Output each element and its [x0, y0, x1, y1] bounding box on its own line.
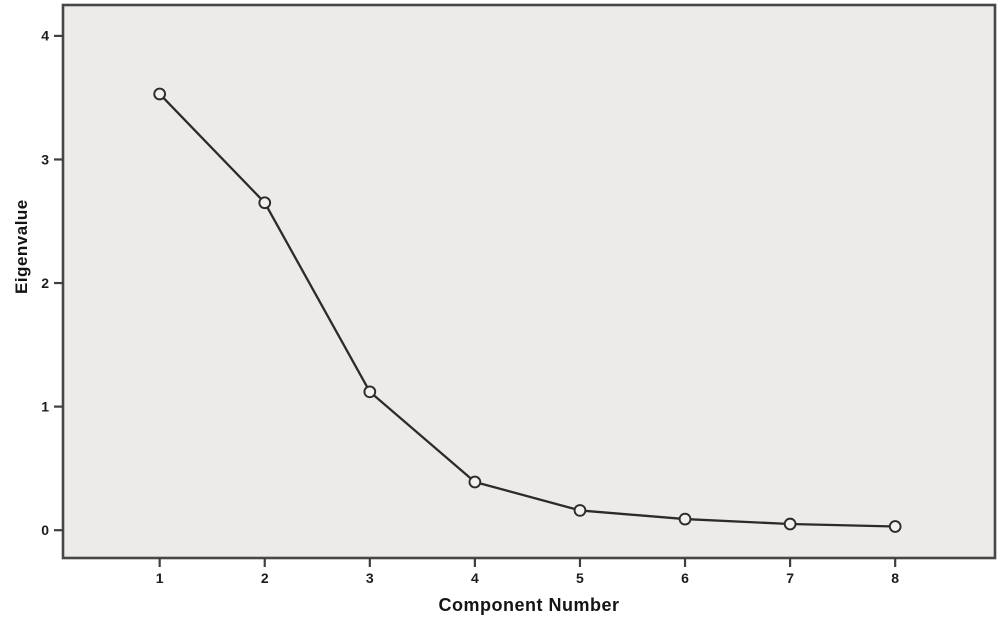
y-tick-label: 3: [41, 151, 49, 167]
data-point-8: [888, 520, 902, 533]
y-tick-label: 2: [41, 275, 49, 291]
data-point-5: [573, 504, 587, 517]
x-tick-label: 8: [891, 570, 899, 586]
data-point-6: [678, 512, 692, 526]
data-point-4: [468, 475, 482, 489]
data-point-3: [363, 385, 377, 399]
y-tick-label: 1: [41, 398, 49, 414]
data-point-1: [153, 87, 167, 101]
x-tick-label: 3: [366, 570, 374, 586]
x-tick-label: 2: [261, 570, 269, 586]
y-tick-label: 4: [41, 28, 49, 44]
x-tick-label: 6: [681, 570, 689, 586]
data-point-7: [783, 517, 797, 531]
plot-area: [61, 3, 997, 560]
x-tick-label: 5: [576, 570, 584, 586]
y-tick-label: 0: [41, 522, 49, 538]
x-axis-title: Component Number: [438, 595, 620, 615]
series-line: [158, 93, 896, 528]
x-tick-label: 1: [156, 570, 164, 586]
data-point-2: [258, 196, 272, 210]
x-tick-label: 7: [786, 570, 794, 586]
y-axis-title: Eigenvalue: [12, 199, 31, 294]
x-tick-label: 4: [471, 570, 479, 586]
